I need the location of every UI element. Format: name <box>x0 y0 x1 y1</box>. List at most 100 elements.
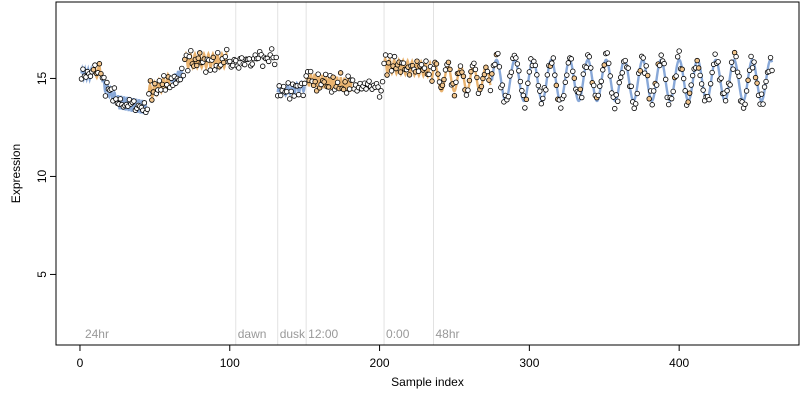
data-point-203 <box>382 52 389 58</box>
data-point-328 <box>570 68 576 75</box>
data-point-46 <box>147 78 154 84</box>
data-point-304 <box>534 72 540 78</box>
data-point-295 <box>520 92 527 99</box>
data-point-447 <box>748 53 754 60</box>
data-point-239 <box>436 79 443 85</box>
data-point-202 <box>381 60 387 67</box>
data-point-455 <box>760 101 766 107</box>
data-point-175 <box>340 86 347 93</box>
data-point-243 <box>442 67 449 73</box>
data-point-395 <box>670 88 676 95</box>
fit-curve-2 <box>101 74 118 105</box>
data-point-138 <box>285 80 291 86</box>
data-point-206 <box>387 53 393 59</box>
data-point-179 <box>346 86 353 92</box>
data-point-45 <box>146 91 152 97</box>
data-point-234 <box>429 78 435 84</box>
data-point-148 <box>300 92 306 99</box>
data-point-213 <box>397 69 404 75</box>
data-point-190 <box>363 86 369 92</box>
data-point-125 <box>266 58 272 65</box>
data-point-53 <box>158 87 164 93</box>
data-point-68 <box>180 72 187 79</box>
data-point-398 <box>674 54 681 60</box>
data-point-88 <box>210 54 216 61</box>
data-point-272 <box>486 77 492 83</box>
data-point-54 <box>159 81 166 88</box>
data-point-439 <box>736 73 742 79</box>
data-point-129 <box>272 61 278 68</box>
data-point-363 <box>622 57 628 64</box>
data-point-255 <box>460 73 467 79</box>
data-point-137 <box>283 88 290 95</box>
data-point-423 <box>712 51 718 57</box>
data-point-420 <box>707 81 714 87</box>
data-point-314 <box>549 60 555 66</box>
data-point-443 <box>742 101 748 107</box>
data-point-381 <box>649 102 655 108</box>
data-point-271 <box>484 68 491 75</box>
data-point-414 <box>698 81 705 87</box>
data-point-225 <box>415 68 422 74</box>
y-tick-label-0: 5 <box>35 271 49 278</box>
phase-labels: 24hr dawn dusk 12:00 0:00 48hr <box>85 327 460 341</box>
phase-label-1: dawn <box>238 327 267 341</box>
data-point-263 <box>472 66 479 73</box>
data-point-339 <box>586 54 592 60</box>
data-point-415 <box>700 87 706 93</box>
data-point-273 <box>487 87 494 94</box>
data-point-361 <box>619 70 625 76</box>
data-point-79 <box>197 50 203 56</box>
data-point-403 <box>682 88 688 94</box>
data-point-105 <box>236 65 242 71</box>
data-point-337 <box>583 64 589 71</box>
data-point-327 <box>568 56 575 62</box>
data-point-324 <box>564 72 570 78</box>
phase-label-2: dusk <box>280 327 306 341</box>
data-point-35 <box>131 98 137 104</box>
data-point-224 <box>414 58 420 64</box>
y-axis-title: Expression <box>9 144 23 203</box>
data-point-454 <box>758 91 765 97</box>
data-points <box>78 46 775 116</box>
x-axis: 0 100 200 300 400 <box>77 344 689 370</box>
data-point-107 <box>239 55 245 61</box>
data-point-407 <box>688 82 694 88</box>
data-point-358 <box>615 98 621 104</box>
x-tick-label-4: 400 <box>669 356 689 370</box>
data-point-142 <box>291 93 297 99</box>
data-point-316 <box>552 72 558 78</box>
data-point-52 <box>156 78 163 84</box>
data-point-192 <box>366 78 372 84</box>
data-point-178 <box>345 73 351 79</box>
plot-frame <box>55 1 800 346</box>
data-point-83 <box>203 69 209 75</box>
data-point-373 <box>637 68 643 74</box>
data-point-91 <box>215 50 221 56</box>
data-point-298 <box>525 80 531 86</box>
data-point-49 <box>152 80 158 87</box>
x-tick-label-3: 300 <box>519 356 539 370</box>
data-point-215 <box>400 60 407 66</box>
data-point-317 <box>553 82 560 89</box>
data-point-406 <box>686 90 693 96</box>
x-tick-label-0: 0 <box>77 356 84 370</box>
data-point-171 <box>334 79 341 86</box>
data-point-433 <box>727 82 733 88</box>
data-point-456 <box>761 84 768 90</box>
data-point-382 <box>651 88 657 94</box>
phase-label-4: 0:00 <box>386 327 410 341</box>
phase-lines <box>235 2 434 345</box>
data-point-241 <box>439 82 446 89</box>
data-point-412 <box>695 65 702 71</box>
data-point-26 <box>117 96 124 102</box>
data-point-347 <box>598 78 604 85</box>
data-point-307 <box>538 101 545 107</box>
data-point-421 <box>709 69 715 76</box>
data-point-1 <box>80 66 86 72</box>
data-point-425 <box>715 59 721 65</box>
data-point-96 <box>222 53 228 60</box>
data-point-149 <box>301 80 308 87</box>
data-point-55 <box>161 73 167 79</box>
data-point-66 <box>177 76 184 83</box>
